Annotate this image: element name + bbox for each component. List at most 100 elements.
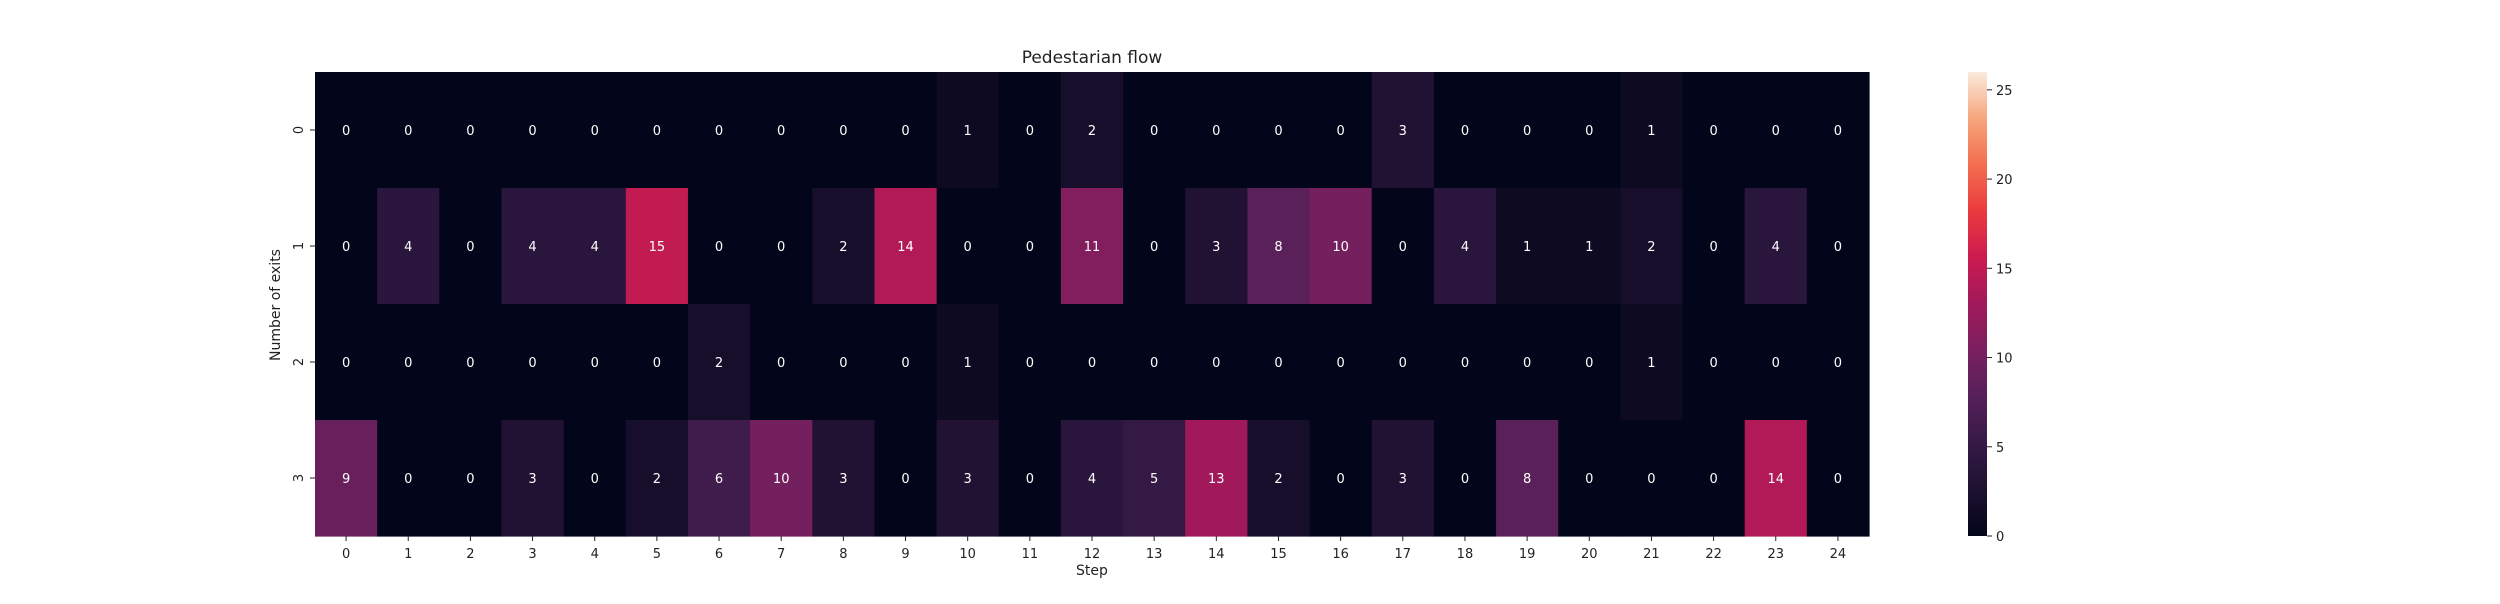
cell-value-label: 0 [1834,240,1842,255]
heatmap-cell [750,304,813,421]
heatmap-cell [687,72,751,189]
x-tick-label: 21 [1643,547,1660,562]
heatmap-cell [1060,304,1124,421]
cell-value-label: 0 [591,124,599,139]
cell-value-label: 0 [1336,124,1344,139]
cell-value-label: 0 [1709,240,1717,255]
heatmap-cell-labels: 0 0 0 0 0 0 0 0 0 0 1 0 2 0 0 0 0 3 0 0 0 1 0 0 00 4 0 4 4 15 0 0 2 14 0 0 1… [342,124,1842,487]
cell-value-label: 8 [1274,240,1282,255]
heatmap-cell [1496,304,1559,421]
heatmap-cell [812,304,876,421]
heatmap-cell [1558,188,1621,305]
cell-value-label: 0 [964,240,972,255]
heatmap-cell [998,304,1062,421]
cell-value-label: 2 [715,356,723,371]
cell-value-label: 6 [715,472,723,487]
x-tick-label: 15 [1270,547,1287,562]
cell-value-label: 0 [1834,356,1842,371]
heatmap-cell [998,72,1062,189]
cell-value-label: 8 [1523,472,1531,487]
x-tick-label: 11 [1022,547,1039,562]
heatmap-cell [1744,420,1808,537]
heatmap-cell [1247,188,1311,305]
cell-value-label: 2 [839,240,847,255]
heatmap-cell [874,420,938,537]
heatmap-cell [501,304,565,421]
x-tick-label: 0 [342,547,350,562]
heatmap-cell [1309,420,1373,537]
heatmap-cell [625,188,689,305]
heatmap-cell [315,420,378,537]
heatmap-cell [750,420,813,537]
cell-value-label: 13 [1208,472,1225,487]
x-tick-label: 1 [404,547,412,562]
heatmap-cell [501,420,565,537]
heatmap-cell [687,188,751,305]
y-axis: 0 1 2 3 [292,126,315,482]
x-tick-label: 16 [1332,547,1349,562]
heatmap-cell [1744,304,1808,421]
cell-value-label: 0 [1212,356,1220,371]
x-tick-label: 14 [1208,547,1225,562]
cell-value-label: 0 [653,356,661,371]
heatmap-cell [750,188,813,305]
colorbar-tick-label: 25 [1996,84,2013,99]
cell-value-label: 4 [591,240,599,255]
heatmap-cell [687,304,751,421]
cell-value-label: 1 [1647,124,1655,139]
heatmap-cell [1185,72,1248,189]
heatmap-cell [1558,72,1621,189]
y-tick-label: 3 [292,474,307,482]
cell-value-label: 0 [1585,124,1593,139]
cell-value-label: 3 [528,472,536,487]
x-tick-label: 3 [528,547,536,562]
heatmap-cell [936,72,1000,189]
heatmap-cell [625,304,689,421]
cell-value-label: 0 [1026,124,1034,139]
heatmap-cell [1371,188,1435,305]
heatmap-cell [315,188,378,305]
heatmap-cell [1247,420,1311,537]
cell-value-label: 0 [342,124,350,139]
cell-value-label: 3 [839,472,847,487]
cell-value-label: 11 [1084,240,1101,255]
heatmap-cell [1682,188,1746,305]
cell-value-label: 0 [1585,472,1593,487]
heatmap-cell [439,420,503,537]
heatmap-cell [439,304,503,421]
cell-value-label: 0 [1150,356,1158,371]
cell-value-label: 0 [466,356,474,371]
heatmap-cell [1185,304,1248,421]
heatmap-cell [936,304,1000,421]
heatmap-cell [1433,72,1497,189]
cell-value-label: 0 [1274,356,1282,371]
cell-value-label: 0 [1523,124,1531,139]
cell-value-label: 0 [1523,356,1531,371]
cell-value-label: 3 [1399,124,1407,139]
cell-value-label: 0 [1212,124,1220,139]
heatmap-cell [1185,188,1248,305]
cell-value-label: 0 [404,124,412,139]
x-tick-label: 6 [715,547,723,562]
heatmap-cell [936,420,1000,537]
heatmap-cell [1682,420,1746,537]
heatmap-cell [377,72,440,189]
heatmap-cell [1060,72,1124,189]
x-tick-label: 2 [466,547,474,562]
heatmap-cell [1309,72,1373,189]
cell-value-label: 0 [466,240,474,255]
cell-value-label: 0 [528,356,536,371]
heatmap-cell [1806,304,1870,421]
x-tick-label: 5 [653,547,661,562]
x-tick-label: 9 [901,547,909,562]
heatmap-cell [625,72,689,189]
cell-value-label: 1 [964,356,972,371]
cell-value-label: 9 [342,472,350,487]
cell-value-label: 0 [1461,124,1469,139]
cell-value-label: 0 [342,356,350,371]
heatmap-cell [1123,188,1186,305]
heatmap-cell [1496,188,1559,305]
y-tick-label: 2 [292,358,307,366]
x-tick-label: 4 [591,547,599,562]
